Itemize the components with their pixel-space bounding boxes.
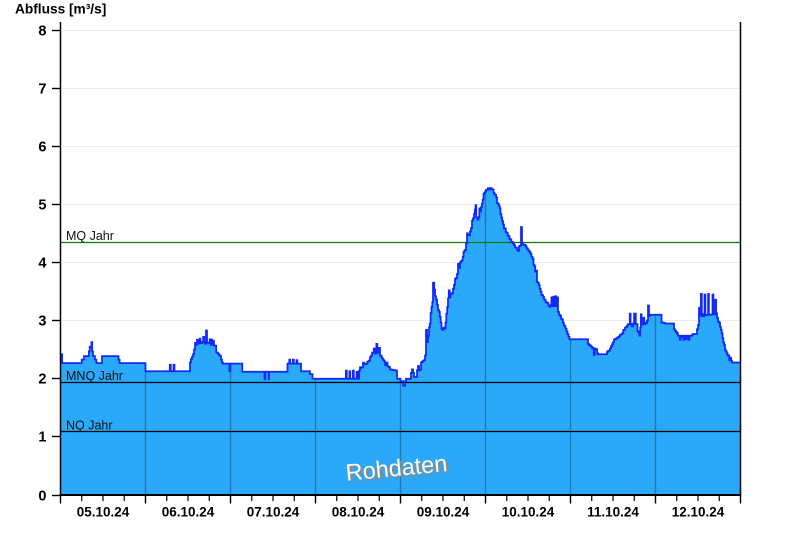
svg-text:4: 4: [38, 255, 46, 271]
svg-text:MNQ Jahr: MNQ Jahr: [66, 369, 123, 383]
svg-text:0: 0: [38, 488, 46, 504]
svg-text:6: 6: [38, 139, 46, 155]
svg-text:MQ Jahr: MQ Jahr: [66, 229, 114, 243]
svg-text:2: 2: [38, 371, 46, 387]
svg-text:10.10.24: 10.10.24: [502, 505, 555, 520]
svg-text:NQ Jahr: NQ Jahr: [66, 419, 113, 433]
svg-text:06.10.24: 06.10.24: [162, 505, 215, 520]
svg-text:08.10.24: 08.10.24: [332, 505, 385, 520]
svg-text:12.10.24: 12.10.24: [672, 505, 725, 520]
svg-text:07.10.24: 07.10.24: [247, 505, 300, 520]
svg-text:1: 1: [38, 429, 46, 445]
svg-text:09.10.24: 09.10.24: [417, 505, 470, 520]
svg-text:7: 7: [38, 81, 46, 97]
svg-text:11.10.24: 11.10.24: [587, 505, 639, 520]
svg-text:Abfluss [m³/s]: Abfluss [m³/s]: [15, 2, 106, 17]
svg-text:8: 8: [38, 23, 46, 39]
svg-text:5: 5: [38, 197, 46, 213]
svg-text:3: 3: [38, 313, 46, 329]
svg-text:05.10.24: 05.10.24: [77, 505, 130, 520]
